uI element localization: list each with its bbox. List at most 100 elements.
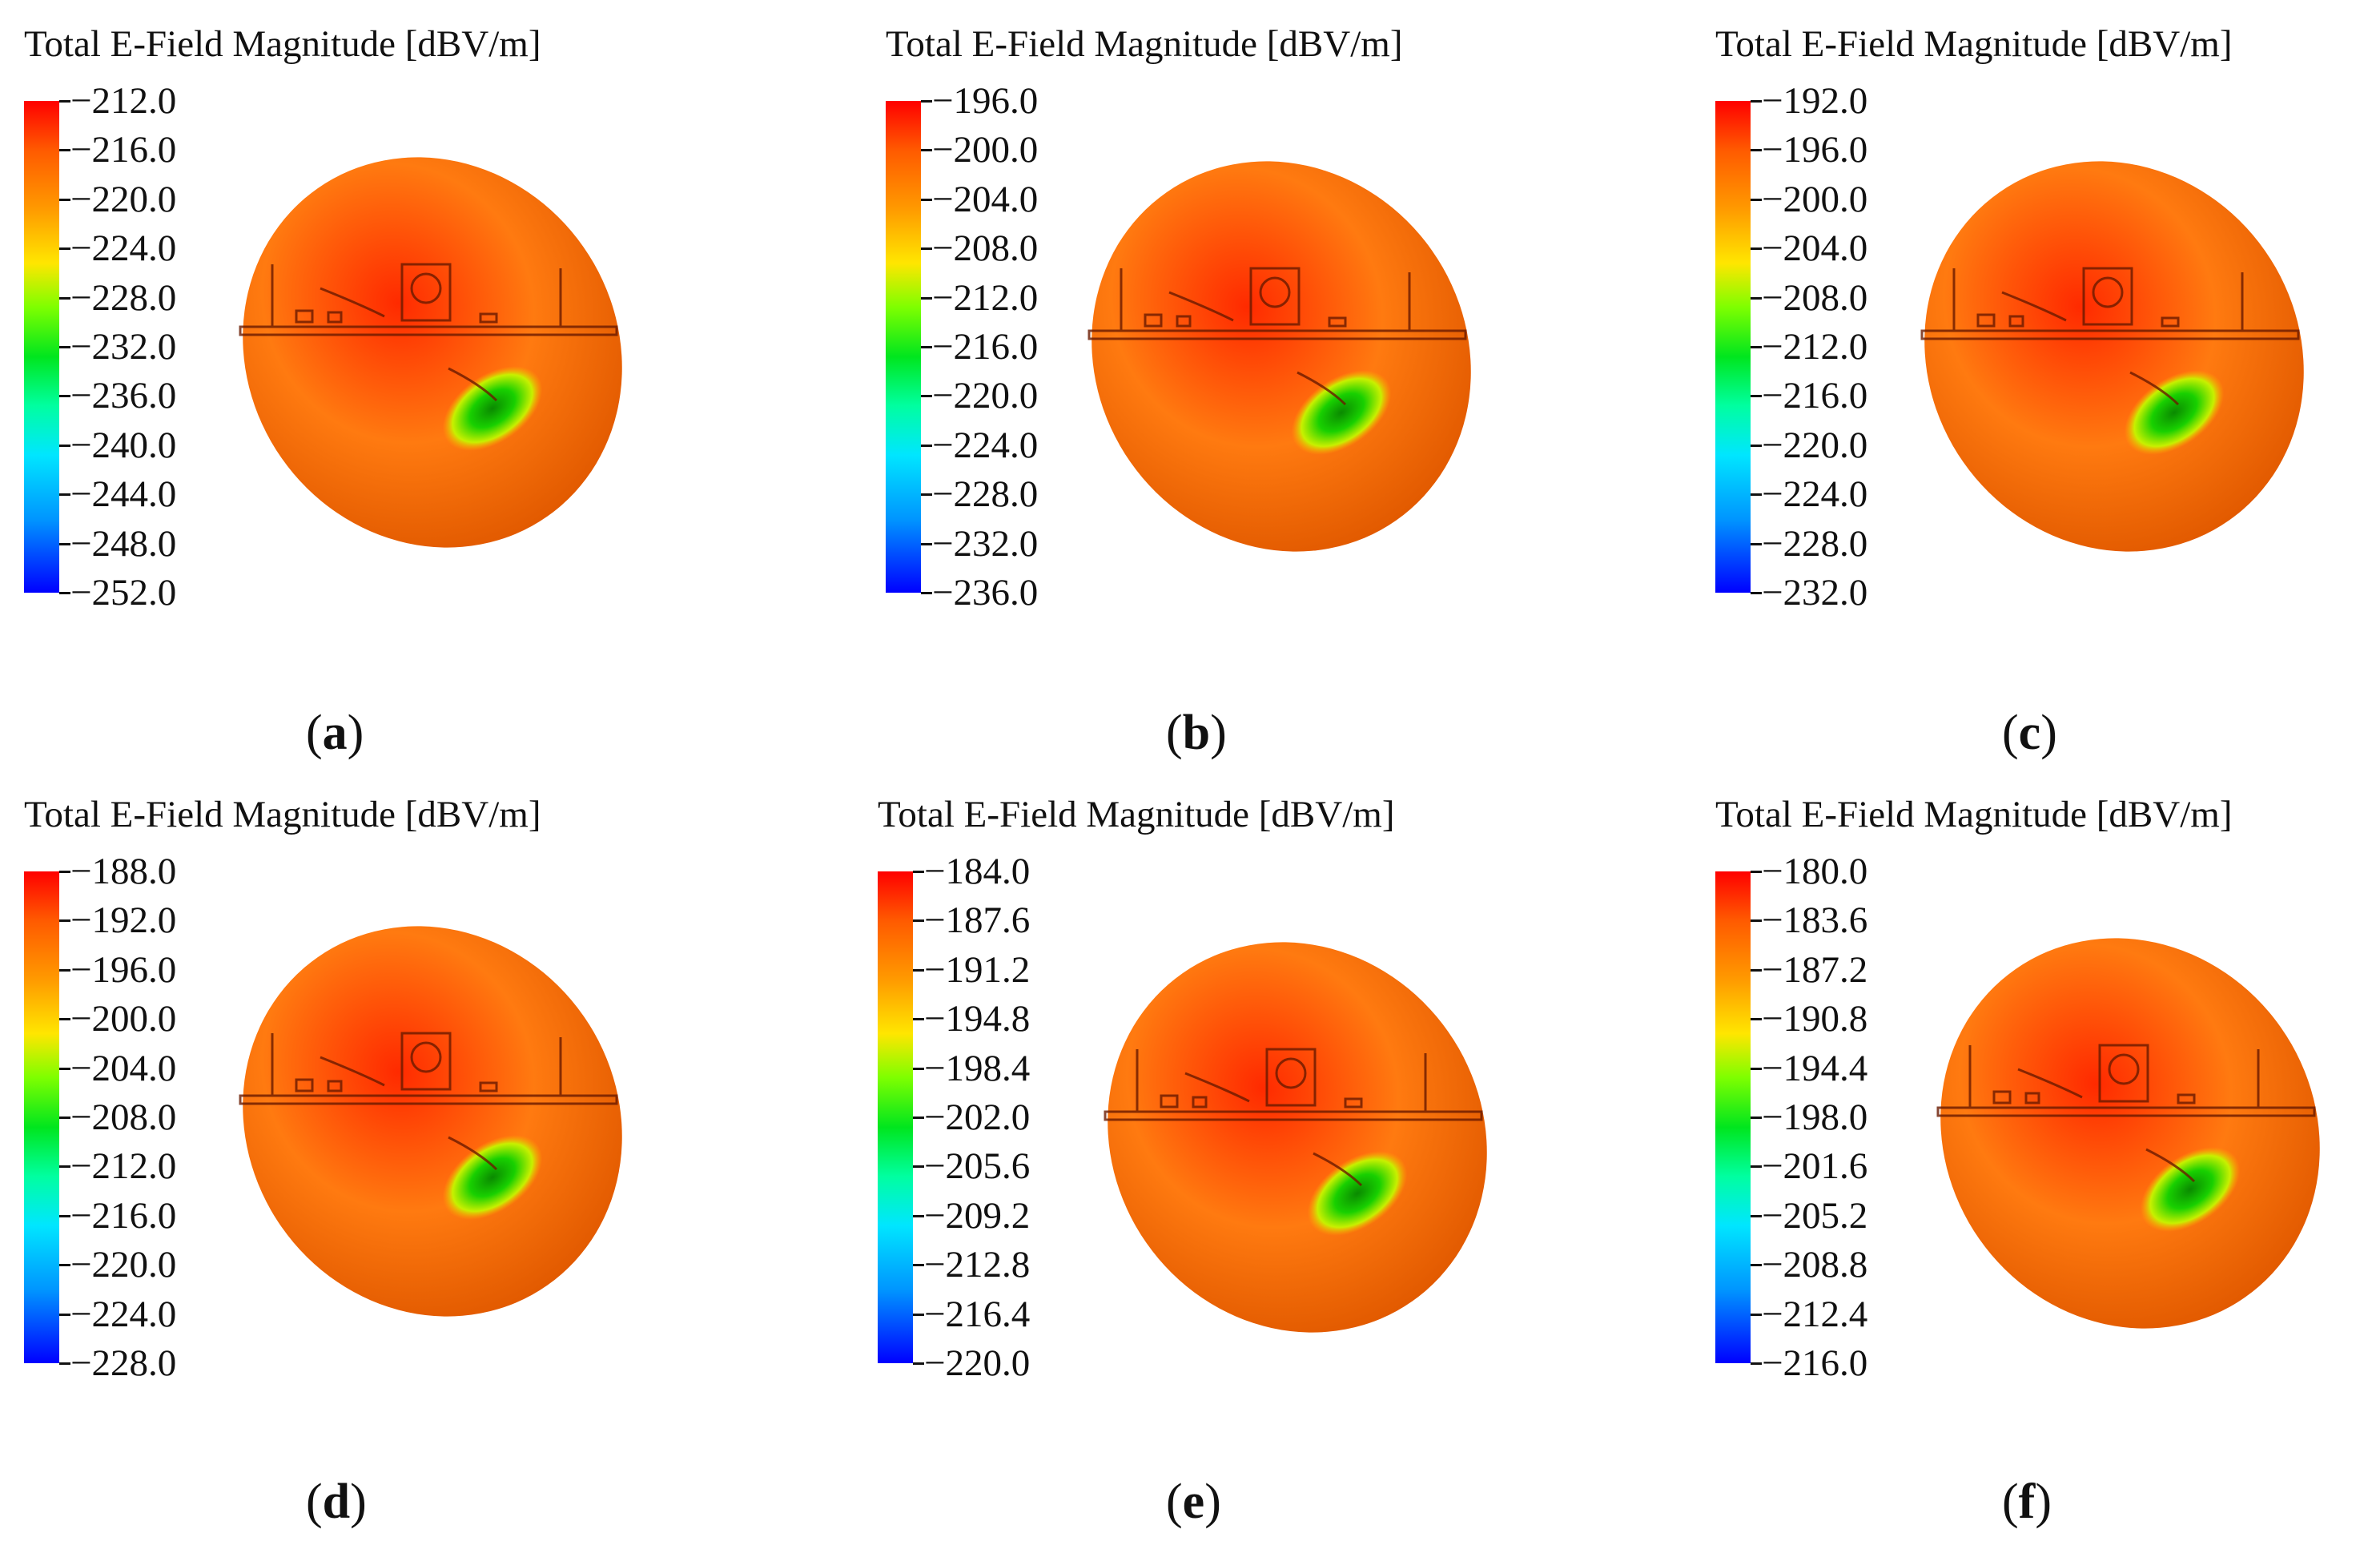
tick-mark bbox=[1751, 1067, 1762, 1070]
tick-label: −228.0 bbox=[1762, 522, 1868, 565]
tick-mark bbox=[59, 592, 70, 594]
tick-mark bbox=[59, 1362, 70, 1365]
tick-label: −200.0 bbox=[932, 129, 1039, 171]
tick-mark bbox=[59, 247, 70, 251]
panel-caption-letter: f bbox=[2018, 1475, 2036, 1529]
tick-label: −204.0 bbox=[932, 178, 1039, 220]
tick-mark bbox=[1751, 1264, 1762, 1267]
tick-mark bbox=[59, 444, 70, 447]
tick-label: −212.0 bbox=[932, 276, 1039, 319]
tick-mark bbox=[921, 247, 932, 251]
tick-label: −248.0 bbox=[70, 522, 177, 565]
tick-mark bbox=[913, 1362, 924, 1365]
tick-label: −216.0 bbox=[1762, 375, 1868, 417]
tick-label: −228.0 bbox=[70, 276, 177, 319]
tick-label: −196.0 bbox=[1762, 129, 1868, 171]
pattern-surface bbox=[1924, 161, 2304, 552]
colorbar bbox=[24, 871, 59, 1363]
tick-mark bbox=[59, 100, 70, 103]
tick-label: −208.8 bbox=[1762, 1244, 1868, 1286]
null-region bbox=[2124, 370, 2225, 455]
tick-label: −244.0 bbox=[70, 473, 177, 516]
tick-label: −208.0 bbox=[932, 227, 1039, 270]
figure-panel-a: Total E-Field Magnitude [dBV/m] −212.0 −21… bbox=[24, 0, 809, 770]
tick-mark bbox=[913, 871, 924, 873]
null-region bbox=[442, 366, 543, 451]
tick-mark bbox=[1751, 493, 1762, 497]
tick-label: −212.0 bbox=[70, 1145, 177, 1188]
tick-mark bbox=[59, 296, 70, 300]
tick-mark bbox=[1751, 1362, 1762, 1365]
tick-label: −194.8 bbox=[924, 998, 1031, 1040]
device-outline bbox=[1936, 1044, 2316, 1183]
tick-mark bbox=[913, 1117, 924, 1119]
tick-mark bbox=[59, 149, 70, 152]
pattern-surface bbox=[1940, 938, 2320, 1329]
tick-mark bbox=[1751, 1214, 1762, 1217]
figure-panel-d: Total E-Field Magnitude [dBV/m] −188.0 −19… bbox=[24, 770, 809, 1541]
tick-mark bbox=[913, 919, 924, 923]
radiation-pattern-plot bbox=[1920, 161, 2304, 552]
colorbar-ticks: −192.0 −196.0 −200.0 −204.0 −208.0 −212.0 −216… bbox=[1751, 80, 1991, 614]
tick-mark bbox=[913, 1018, 924, 1021]
tick-mark bbox=[921, 542, 932, 545]
colorbar bbox=[1715, 101, 1751, 593]
device-outline bbox=[239, 263, 618, 402]
tick-label: −212.8 bbox=[924, 1244, 1031, 1286]
tick-mark bbox=[1751, 919, 1762, 923]
tick-mark bbox=[1751, 100, 1762, 103]
tick-label: −228.0 bbox=[70, 1342, 177, 1384]
tick-mark bbox=[1751, 149, 1762, 152]
null-region bbox=[1307, 1151, 1408, 1236]
null-region bbox=[1291, 370, 1392, 455]
tick-label: −216.0 bbox=[1762, 1342, 1868, 1384]
tick-label: −208.0 bbox=[70, 1096, 177, 1138]
tick-label: −196.0 bbox=[932, 80, 1039, 122]
colorbar-ticks: −188.0 −192.0 −196.0 −200.0 −204.0 −208.0 −212… bbox=[59, 851, 300, 1384]
tick-mark bbox=[1751, 1313, 1762, 1316]
panel-caption: (e) bbox=[1166, 1475, 1221, 1529]
tick-label: −205.6 bbox=[924, 1145, 1031, 1188]
tick-label: −220.0 bbox=[932, 375, 1039, 417]
panel-caption-letter: c bbox=[2018, 706, 2041, 760]
tick-label: −220.0 bbox=[1762, 424, 1868, 466]
tick-label: −224.0 bbox=[70, 227, 177, 270]
tick-label: −220.0 bbox=[70, 178, 177, 220]
colorbar-ticks: −212.0 −216.0 −220.0 −224.0 −228.0 −232.0 −236… bbox=[59, 80, 300, 614]
tick-mark bbox=[1751, 346, 1762, 348]
panel-caption: (c) bbox=[2002, 706, 2057, 760]
colorbar-title: Total E-Field Magnitude [dBV/m] bbox=[24, 794, 541, 835]
tick-mark bbox=[921, 444, 932, 447]
tick-mark bbox=[59, 542, 70, 545]
pattern-surface bbox=[1092, 161, 1471, 552]
tick-label: −191.2 bbox=[924, 948, 1031, 991]
tick-mark bbox=[59, 1313, 70, 1316]
device-outline bbox=[1087, 267, 1467, 406]
tick-label: −188.0 bbox=[70, 851, 177, 892]
tick-mark bbox=[921, 346, 932, 348]
tick-mark bbox=[59, 968, 70, 972]
radiation-pattern-plot bbox=[1936, 938, 2320, 1329]
radiation-pattern-plot bbox=[239, 157, 622, 548]
tick-label: −198.0 bbox=[1762, 1096, 1868, 1138]
tick-mark bbox=[913, 1067, 924, 1070]
colorbar-title: Total E-Field Magnitude [dBV/m] bbox=[24, 23, 541, 65]
tick-mark bbox=[921, 100, 932, 103]
tick-mark bbox=[59, 1018, 70, 1021]
colorbar-title: Total E-Field Magnitude [dBV/m] bbox=[878, 794, 1395, 835]
device-outline bbox=[1920, 267, 2300, 406]
tick-mark bbox=[59, 1165, 70, 1169]
tick-mark bbox=[913, 1313, 924, 1316]
tick-mark bbox=[921, 592, 932, 594]
tick-label: −216.0 bbox=[70, 129, 177, 171]
tick-label: −212.0 bbox=[1762, 326, 1868, 368]
colorbar bbox=[886, 101, 921, 593]
tick-label: −224.0 bbox=[1762, 473, 1868, 516]
tick-mark bbox=[913, 1264, 924, 1267]
tick-label: −192.0 bbox=[1762, 80, 1868, 122]
colorbar-title: Total E-Field Magnitude [dBV/m] bbox=[1715, 794, 2233, 835]
tick-label: −212.0 bbox=[70, 80, 177, 122]
radiation-pattern-plot bbox=[1087, 161, 1471, 552]
tick-mark bbox=[1751, 592, 1762, 594]
device-outline bbox=[1104, 1048, 1483, 1187]
